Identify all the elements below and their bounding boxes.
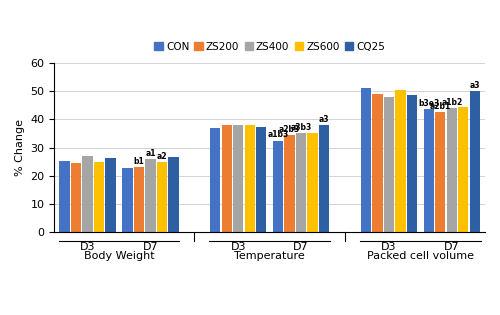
Bar [71,163,82,232]
Bar [384,97,394,232]
Y-axis label: % Change: % Change [15,119,25,176]
Bar [60,161,70,232]
Bar [319,125,330,232]
Text: a3: a3 [319,115,330,124]
Bar [106,158,116,232]
Bar [424,110,434,232]
Bar [256,127,266,232]
Text: Packed cell volume: Packed cell volume [367,250,474,261]
Legend: CON, ZS200, ZS400, ZS600, CQ25: CON, ZS200, ZS400, ZS600, CQ25 [150,37,389,56]
Bar [157,162,167,232]
Bar [168,158,179,232]
Text: b1: b1 [134,157,144,166]
Text: Body Weight: Body Weight [84,250,154,261]
Bar [406,95,417,232]
Bar [395,90,406,232]
Bar [372,94,382,232]
Text: a1b3: a1b3 [268,130,288,139]
Bar [94,162,104,232]
Bar [284,135,295,232]
Bar [308,134,318,232]
Bar [470,91,480,232]
Bar [82,156,93,232]
Text: Temperature: Temperature [234,250,305,261]
Bar [244,125,255,232]
Bar [134,167,144,232]
Text: a3: a3 [470,81,480,90]
Bar [446,108,457,232]
Text: a3b3: a3b3 [290,123,312,132]
Bar [122,168,132,232]
Text: a2b3: a2b3 [279,125,300,134]
Bar [435,112,446,232]
Text: b3e3: b3e3 [418,99,440,108]
Bar [273,140,283,232]
Text: a2b1: a2b1 [430,102,451,111]
Text: a2: a2 [157,152,168,161]
Bar [458,107,468,232]
Bar [210,128,220,232]
Bar [222,125,232,232]
Bar [296,133,306,232]
Bar [233,125,243,232]
Text: a1: a1 [146,149,156,158]
Text: a1b2: a1b2 [441,98,462,107]
Bar [360,88,371,232]
Bar [146,159,156,232]
